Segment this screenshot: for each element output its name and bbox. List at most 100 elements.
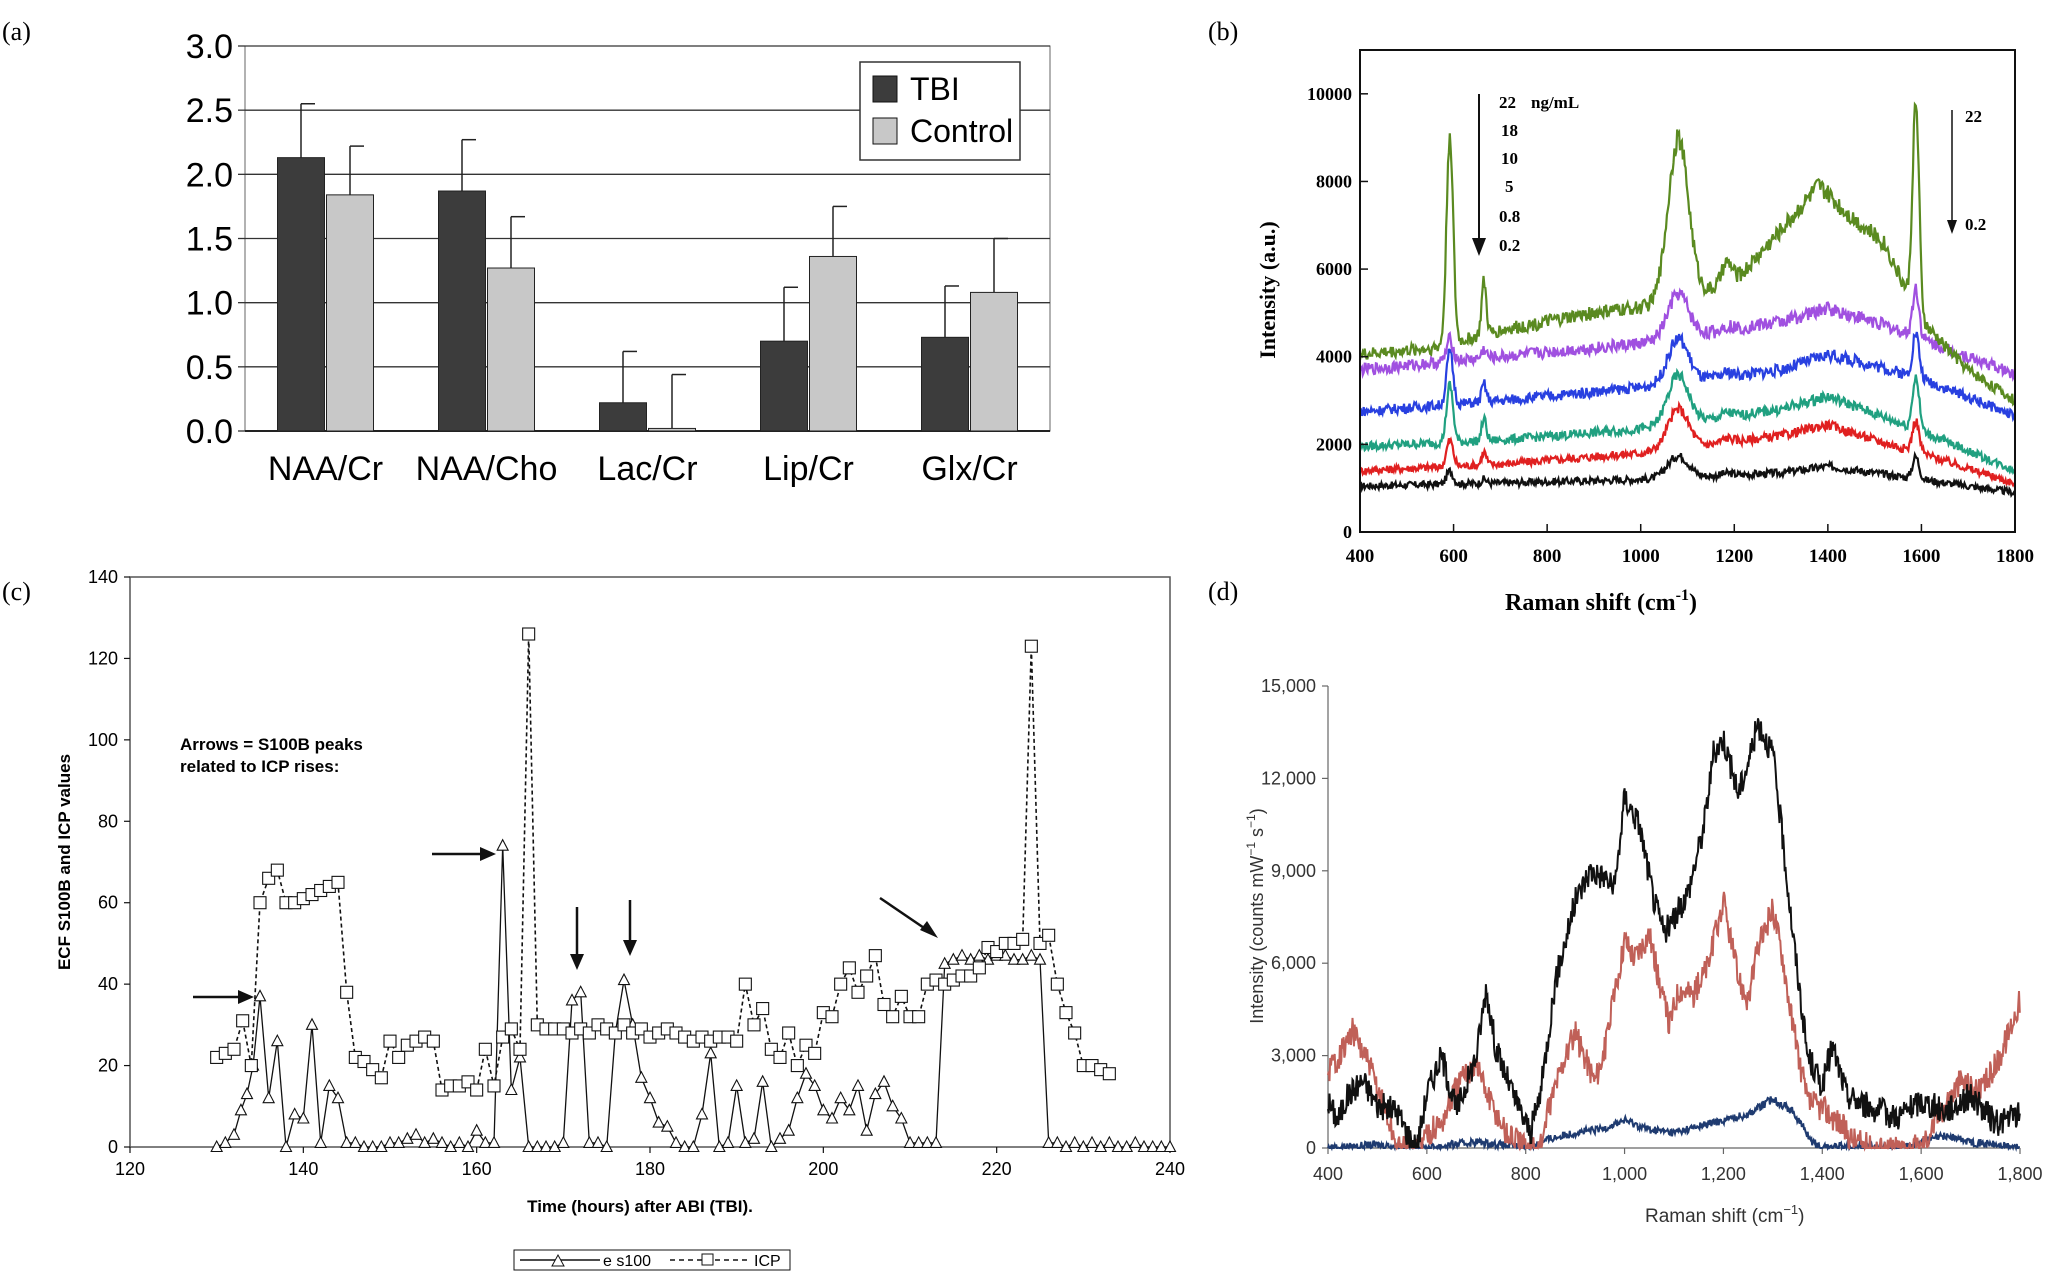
panel-a-gridlines <box>245 45 1050 432</box>
x-category-label: Glx/Cr <box>921 450 1017 488</box>
s100-point <box>478 1135 492 1148</box>
s100-point <box>929 1135 943 1148</box>
x-tick-label: 1400 <box>1809 546 1847 567</box>
y-tick-label: 12,000 <box>1261 768 1316 788</box>
s100-point <box>210 1139 224 1153</box>
icp-point <box>782 1026 796 1040</box>
y-tick-label: 4000 <box>1316 347 1352 367</box>
panel-b-ticks: 400 600 800 1000 1200 1400 1600 1800 0 2000 4000 60… <box>1307 84 2034 567</box>
s100-point <box>374 1139 388 1153</box>
raman-spectrum-black <box>1327 718 2021 1149</box>
s100-point <box>565 993 579 1006</box>
s100-point <box>1102 1135 1116 1148</box>
s100-point <box>392 1135 406 1148</box>
spectrum-5 <box>1358 367 2016 476</box>
s100-point <box>730 1078 744 1091</box>
s100-point <box>331 1090 345 1104</box>
icp-point <box>244 1059 258 1073</box>
s100-point <box>799 1066 813 1079</box>
x-tick-label: 200 <box>808 1159 838 1179</box>
y-tick-label: 6000 <box>1316 259 1352 279</box>
icp-point <box>1024 639 1038 653</box>
icp-point <box>1050 977 1064 991</box>
s100-point <box>1042 1135 1056 1148</box>
icp-point <box>894 989 908 1003</box>
s100-point <box>695 1107 709 1120</box>
spectrum-18 <box>1358 283 2017 382</box>
s100-point <box>842 1103 856 1116</box>
s100-point <box>305 1017 319 1030</box>
panel-label-c: (c) <box>2 577 31 606</box>
icp-point <box>470 1083 484 1097</box>
s100-point <box>496 838 510 851</box>
legend-triangle-marker <box>551 1253 565 1267</box>
s100-point <box>1111 1139 1125 1153</box>
icp-point <box>834 977 848 991</box>
s100-point <box>868 1086 882 1100</box>
s100-point <box>747 1131 761 1144</box>
x-tick-label: 220 <box>982 1159 1012 1179</box>
icp-point <box>730 1034 744 1048</box>
s100-point <box>920 1135 934 1148</box>
panel-c-annotation-line1: Arrows = S100B peaks <box>180 735 363 754</box>
s100-point <box>790 1090 804 1104</box>
s100-point <box>435 1135 449 1148</box>
x-tick-label: 180 <box>635 1159 665 1179</box>
y-tick-label: 40 <box>98 974 118 994</box>
icp-point <box>1016 932 1030 946</box>
bar-control-2 <box>648 427 696 432</box>
x-tick-label: 600 <box>1439 546 1468 567</box>
icp-point <box>842 961 856 975</box>
legend-box <box>513 1249 791 1271</box>
panel-d-y-axis-label: Intensity (counts mW−1 s−1) <box>1244 808 1267 1023</box>
y-tick-label: 2000 <box>1316 434 1352 454</box>
icp-point <box>756 1002 770 1016</box>
s100-point <box>574 985 588 998</box>
panel-c-y-axis-label: ECF S100B and ICP values <box>55 754 74 970</box>
conc-label-18: 18 <box>1501 121 1518 140</box>
s100-point <box>366 1139 380 1153</box>
legend-square-marker <box>701 1253 714 1266</box>
s100-point <box>825 1111 839 1124</box>
icp-point <box>383 1034 397 1048</box>
s100-point <box>600 1139 614 1153</box>
spectrum-0.8 <box>1358 400 2016 488</box>
panel-c-chart: 120 140 160 180 200 220 240020406080100120140 … <box>55 567 1185 1271</box>
s100-point <box>643 1090 657 1104</box>
panel-a-y-ticks: 0.0 0.5 1.0 1.5 2.0 2.5 3.0 <box>186 28 245 451</box>
panel-b-chart: 400 600 800 1000 1200 1400 1600 1800 0 2000 4000 60… <box>1255 49 2034 616</box>
s100-point <box>678 1139 692 1153</box>
x-tick-label: 1,600 <box>1899 1164 1944 1184</box>
x-tick-label: 1,200 <box>1701 1164 1746 1184</box>
icp-point <box>851 985 865 999</box>
s100-point <box>1016 952 1030 965</box>
y-tick-label: 80 <box>98 811 118 831</box>
s100-point <box>1120 1139 1134 1153</box>
y-tick-label: 10000 <box>1307 84 1352 104</box>
y-tick-label: 3,000 <box>1271 1046 1316 1066</box>
bar-tbi-2 <box>599 402 647 432</box>
conc-label-5: 5 <box>1505 177 1514 196</box>
y-tick-label: 1.0 <box>186 285 233 323</box>
icp-point <box>790 1059 804 1073</box>
s100-point <box>418 1135 432 1148</box>
s100-point <box>851 1078 865 1091</box>
panel-a-x-labels: NAA/Cr NAA/Cho Lac/Cr Lip/Cr Glx/Cr <box>268 450 1018 488</box>
y-tick-label: 2.5 <box>186 92 233 130</box>
icp-point <box>773 1050 787 1064</box>
x-tick-label: 120 <box>115 1159 145 1179</box>
s100-point <box>1024 948 1038 961</box>
s100-point <box>556 1135 570 1148</box>
s100-point <box>946 952 960 965</box>
s100-point <box>738 1135 752 1148</box>
s100-point <box>240 1086 254 1100</box>
peak-arrow-5 <box>879 896 931 934</box>
s100-point <box>1068 1135 1082 1148</box>
s100-point <box>903 1135 917 1148</box>
legend-label-control: Control <box>910 113 1013 149</box>
legend-label-s100: e s100 <box>603 1253 651 1270</box>
icp-point <box>426 1034 440 1048</box>
s100-point <box>1094 1139 1108 1153</box>
icp-point <box>253 896 267 910</box>
